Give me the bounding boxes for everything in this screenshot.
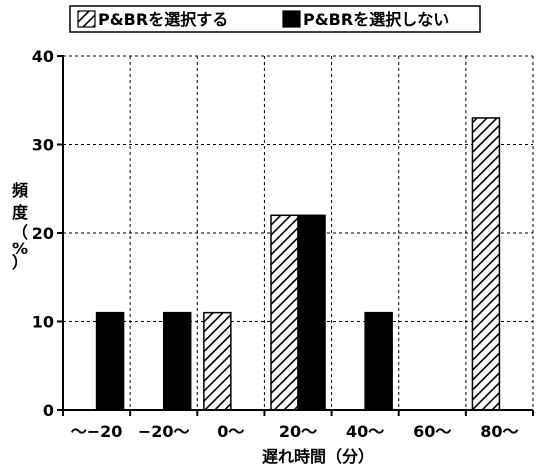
y-axis-title-char-5: ） [12, 253, 28, 272]
bar-not-select [297, 214, 326, 411]
y-axis-title: 頻 度 （ % ） [12, 181, 29, 272]
y-axis-title-char-4: % [12, 239, 28, 258]
legend: P&BRを選択する P&BRを選択しない [69, 5, 481, 33]
legend-swatch-hatched [77, 10, 96, 28]
bar-not-select [364, 311, 393, 411]
x-tick-label: 60〜 [413, 422, 451, 441]
legend-label-not-select: P&BRを選択しない [303, 10, 449, 29]
bar-not-select [162, 311, 192, 411]
y-tick-labels: 0 10 20 30 40 [32, 47, 54, 420]
x-tick-labels: 〜−20 −20〜 0〜 20〜 40〜 60〜 80〜 [71, 422, 519, 441]
gridlines [63, 55, 534, 410]
bar-select [471, 117, 501, 411]
y-tick-label: 30 [32, 136, 54, 155]
bar-not-select [95, 311, 125, 411]
x-tick-label: 80〜 [480, 422, 518, 441]
x-tick-label: 〜−20 [71, 422, 123, 441]
x-tick-label: 20〜 [279, 422, 317, 441]
y-axis-title-char-2: 度 [12, 203, 29, 222]
legend-swatch-solid [282, 10, 301, 28]
x-axis-title: 遅れ時間（分） [262, 447, 374, 466]
bar-select [203, 311, 232, 411]
y-axis-title-char-3: （ [12, 223, 28, 242]
x-tick-label: 40〜 [346, 422, 384, 441]
y-axis-title-char-1: 頻 [12, 181, 28, 200]
y-tick-label: 40 [32, 47, 54, 66]
y-tick-label: 20 [32, 224, 54, 243]
x-tick-label: −20〜 [138, 422, 190, 441]
bar-select [270, 214, 299, 411]
y-tick-label: 10 [32, 313, 54, 332]
axes [57, 55, 534, 416]
y-tick-label: 0 [43, 401, 54, 420]
legend-label-select: P&BRを選択する [98, 10, 228, 29]
legend-frame [69, 5, 481, 33]
x-tick-label: 0〜 [217, 422, 244, 441]
bars [95, 117, 501, 411]
